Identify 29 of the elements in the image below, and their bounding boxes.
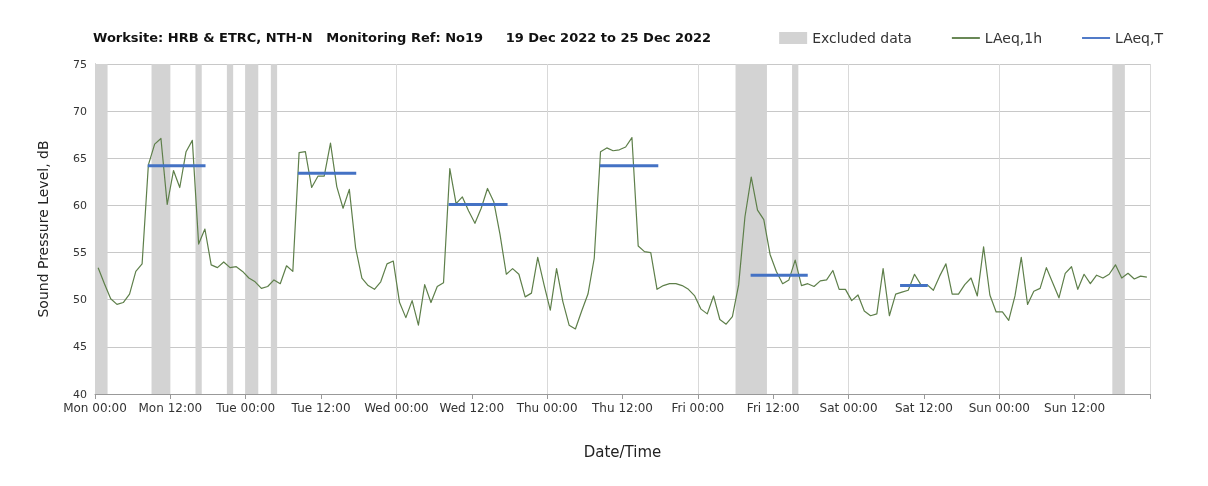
legend-label: LAeq,T xyxy=(1115,30,1164,46)
legend-label: LAeq,1h xyxy=(984,30,1043,46)
y-tick-label: 70 xyxy=(73,104,87,118)
x-tick-label: Fri 12:00 xyxy=(746,401,800,415)
x-tick-label: Mon 12:00 xyxy=(138,401,203,415)
y-tick-label: 50 xyxy=(73,293,87,307)
x-tick-label: Sun 12:00 xyxy=(1044,401,1106,415)
x-tick-label: Tue 00:00 xyxy=(215,401,276,415)
y-tick-label: 40 xyxy=(73,387,87,401)
legend-label: Excluded data xyxy=(812,30,912,46)
y-tick-label: 65 xyxy=(73,151,87,165)
chart-title: Worksite: HRB & ETRC, NTH-N Monitoring Ref: No19 19 Dec 2022 to 25 Dec 2022 xyxy=(93,30,712,45)
y-tick-label: 45 xyxy=(73,340,87,354)
y-tick-label: 75 xyxy=(73,57,87,71)
x-tick-label: Sat 00:00 xyxy=(819,401,878,415)
x-tick-label: Sat 12:00 xyxy=(894,401,953,415)
y-tick-label: 60 xyxy=(73,198,87,212)
x-axis-title: Date/Time xyxy=(583,442,662,461)
x-tick-label: Thu 12:00 xyxy=(591,401,653,415)
x-tick-label: Thu 00:00 xyxy=(515,401,578,415)
x-tick-label: Fri 00:00 xyxy=(671,401,725,415)
x-tick-label: Wed 00:00 xyxy=(364,401,429,415)
y-tick-label: 55 xyxy=(73,246,87,260)
line-series xyxy=(97,136,1148,330)
x-tick-label: Mon 00:00 xyxy=(63,401,127,415)
x-tick-label: Sun 00:00 xyxy=(968,401,1030,415)
y-axis-title: Sound Pressure Level, dB xyxy=(35,140,51,318)
x-tick-label: Tue 12:00 xyxy=(290,401,351,415)
x-tick-label: Wed 12:00 xyxy=(439,401,505,415)
